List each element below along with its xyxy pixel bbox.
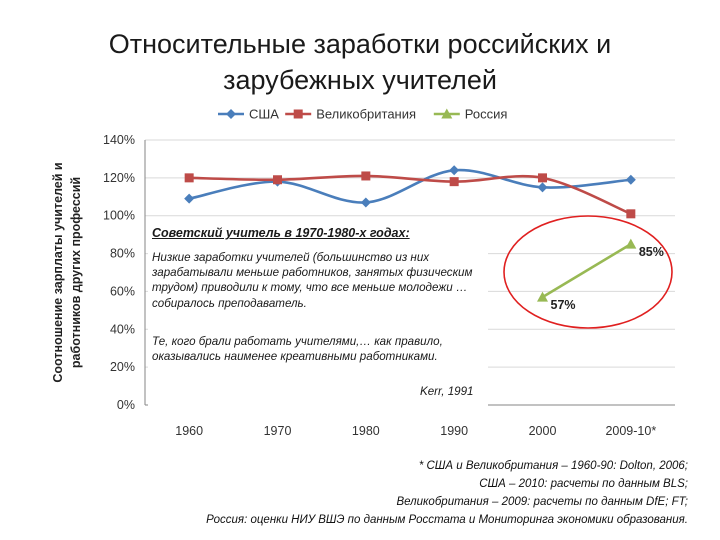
data-point — [293, 109, 303, 119]
data-point — [360, 197, 371, 208]
data-point — [184, 173, 194, 183]
slide-title: Относительные заработки российских и зар… — [0, 26, 720, 98]
footnote-line-4: Россия: оценки НИУ ВШЭ по данным Росстат… — [206, 514, 688, 526]
data-label: 57% — [551, 298, 576, 312]
legend-entry: Россия — [465, 107, 508, 122]
annotation-source: Kerr, 1991 — [420, 385, 474, 398]
data-point — [449, 177, 459, 187]
x-tick-label: 1960 — [175, 424, 203, 438]
annotation-heading: Советский учитель в 1970-1980-х годах: — [152, 226, 410, 240]
data-point — [625, 238, 637, 249]
x-tick-label: 1970 — [264, 424, 292, 438]
footnote: * США и Великобритания – 1960-90: Dolton… — [88, 457, 688, 529]
x-tick-label: 1990 — [440, 424, 468, 438]
slide-title-line2: зарубежных учителей — [223, 65, 497, 95]
data-point — [441, 108, 453, 119]
data-point — [273, 175, 282, 185]
series-line — [188, 168, 631, 204]
series-line — [541, 242, 632, 299]
y-tick-label: 120% — [103, 171, 135, 185]
data-point — [361, 171, 371, 181]
data-point — [538, 173, 547, 183]
footnote-line-2: США – 2010: расчеты по данным BLS; — [479, 478, 688, 490]
data-point — [184, 193, 195, 204]
annotation-box: Советский учитель в 1970-1980-х годах: Н… — [148, 222, 488, 406]
annotation-paragraph-2: Те, кого брали работать учителями,… как … — [152, 335, 443, 364]
x-tick-label: 1980 — [352, 424, 380, 438]
legend-entry: США — [249, 107, 279, 122]
annotation-paragraph-1: Низкие заработки учителей (большинство и… — [152, 251, 473, 310]
y-tick-label: 140% — [103, 133, 135, 147]
slide-title-line1: Относительные заработки российских и — [108, 29, 612, 59]
data-point — [626, 209, 636, 219]
y-tick-label: 80% — [110, 247, 135, 261]
series-line — [189, 174, 632, 216]
legend-entry: Великобритания — [316, 107, 416, 122]
data-point — [537, 291, 548, 302]
y-tick-label: 40% — [110, 322, 135, 336]
highlight-ellipse — [503, 215, 673, 329]
y-tick-label: 100% — [103, 209, 135, 223]
data-point — [449, 165, 460, 176]
y-tick-label: 60% — [110, 284, 135, 298]
y-tick-label: 0% — [117, 398, 135, 412]
footnote-line-3: Великобритания – 2009: расчеты по данным… — [396, 496, 688, 508]
data-label: 85% — [639, 245, 664, 259]
y-axis-label-line1: Соотношение зарплаты учителей и — [51, 162, 65, 382]
data-point — [625, 174, 636, 185]
footnote-line-1: * США и Великобритания – 1960-90: Dolton… — [418, 460, 688, 472]
y-tick-label: 20% — [110, 360, 135, 374]
data-point — [226, 109, 236, 119]
x-tick-label: 2000 — [529, 424, 557, 438]
data-point — [537, 182, 548, 193]
y-axis-label-line2: работников других профессий — [69, 177, 83, 368]
x-tick-label: 2009-10* — [605, 424, 656, 438]
